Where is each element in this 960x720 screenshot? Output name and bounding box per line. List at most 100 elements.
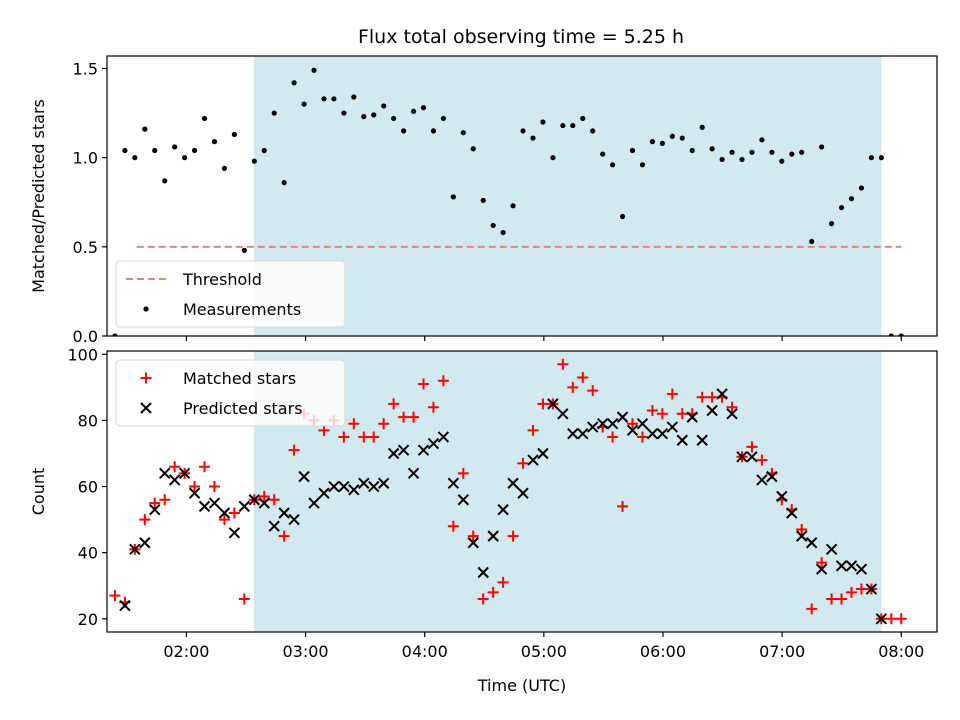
predicted-stars-point <box>656 427 669 440</box>
predicted-stars-point <box>387 447 400 460</box>
matched-stars-point <box>408 411 420 423</box>
measurement-point <box>470 146 476 152</box>
predicted-stars-point <box>825 543 838 556</box>
measurement-point <box>430 128 437 134</box>
measurement-point <box>231 131 237 138</box>
predicted-stars-point <box>626 424 639 437</box>
predicted-stars-point <box>805 537 818 549</box>
measurement-point <box>520 128 526 134</box>
matched-stars-point <box>527 424 539 436</box>
measurement-point <box>361 114 367 120</box>
predicted-stars-point <box>676 434 688 446</box>
measurement-point <box>709 146 715 152</box>
predicted-stars-point <box>557 408 569 420</box>
predicted-stars-point <box>338 480 350 493</box>
measurement-point <box>769 149 775 155</box>
predicted-stars-point <box>228 527 241 539</box>
predicted-stars-point <box>716 388 728 400</box>
measurement-point <box>291 80 297 86</box>
matched-stars-point <box>587 385 599 397</box>
predicted-stars-point <box>756 474 768 486</box>
predicted-stars-point <box>596 418 609 430</box>
top-series-0 <box>112 67 904 336</box>
bottom-axes-frame <box>106 350 938 633</box>
matched-stars-point <box>268 494 280 506</box>
measurement-point <box>510 203 516 209</box>
top-ytick-label: 1.5 <box>73 59 98 78</box>
matched-stars-point <box>816 557 828 569</box>
xtick-label: 08:00 <box>878 642 924 661</box>
predicted-stars-point <box>487 530 499 542</box>
matched-stars-point <box>567 381 579 393</box>
bottom-panel: 20 40 60 80 100 02:00 03:00 04:00 05:00 06:00 07:0… <box>29 345 938 695</box>
top-panel: 0.0 0.5 1.0 1.5 Matched/Predicted stars Thres… <box>29 55 938 346</box>
bottom-series-0 <box>109 358 907 625</box>
matched-stars-point <box>806 603 818 615</box>
bottom-series-1 <box>119 388 888 625</box>
matched-stars-point <box>636 431 648 443</box>
measurement-point <box>251 158 257 164</box>
predicted-stars-point <box>606 418 619 430</box>
matched-stars-point <box>139 514 151 526</box>
top-legend-label: Measurements <box>183 300 301 319</box>
matched-stars-point <box>288 444 300 456</box>
matched-stars-point <box>457 467 469 479</box>
measurement-point <box>182 155 188 161</box>
predicted-stars-point <box>815 563 828 575</box>
measurement-point <box>530 135 536 141</box>
measurement-point <box>410 108 417 114</box>
measurement-point <box>191 147 198 154</box>
measurement-point <box>281 180 287 186</box>
measurement-point <box>590 128 596 134</box>
matched-stars-point <box>756 454 768 466</box>
predicted-stars-point <box>477 566 489 579</box>
measurement-point <box>749 149 755 155</box>
predicted-stars-point <box>119 599 131 612</box>
legend-predicted-swatch <box>140 402 152 414</box>
measurement-point <box>729 149 735 155</box>
measurement-point <box>809 238 815 245</box>
predicted-stars-point <box>368 480 380 493</box>
matched-stars-point <box>278 530 290 542</box>
measurement-point <box>838 204 845 211</box>
predicted-stars-point <box>447 477 460 489</box>
predicted-stars-point <box>407 467 420 480</box>
predicted-stars-point <box>258 497 270 509</box>
measurement-point <box>739 156 745 163</box>
bottom-legend: Matched stars Predicted stars <box>115 359 346 427</box>
matched-stars-point <box>109 590 121 602</box>
top-legend: Threshold Measurements <box>115 260 346 328</box>
matched-stars-point <box>447 520 459 532</box>
predicted-stars-point <box>776 490 788 503</box>
predicted-stars-point <box>328 480 340 493</box>
top-ytick-label: 0.5 <box>73 238 98 257</box>
measurement-point <box>331 96 337 102</box>
measurement-point <box>221 165 228 171</box>
measurement-point <box>719 156 725 163</box>
matched-stars-point <box>497 576 509 588</box>
xtick-label: 02:00 <box>163 642 209 661</box>
predicted-stars-point <box>348 484 360 496</box>
predicted-stars-point <box>159 467 171 480</box>
measurement-point <box>132 155 138 161</box>
predicted-stars-point <box>646 427 659 440</box>
predicted-stars-point <box>497 503 509 516</box>
predicted-stars-point <box>835 560 848 572</box>
measurement-point <box>580 115 586 122</box>
predicted-stars-point <box>268 520 280 532</box>
matched-stars-point <box>646 405 658 417</box>
bottom-ylabel: Count <box>29 468 48 516</box>
measurement-point <box>649 139 656 145</box>
predicted-stars-point <box>636 418 649 430</box>
predicted-stars-point <box>318 487 330 499</box>
predicted-stars-point <box>766 470 778 483</box>
measurement-point <box>460 130 466 136</box>
measurement-point <box>878 155 884 161</box>
measurement-point <box>540 119 546 125</box>
predicted-stars-point <box>786 507 798 519</box>
measurement-point <box>500 229 506 236</box>
predicted-stars-point <box>417 444 430 456</box>
predicted-stars-point <box>397 444 410 456</box>
bottom-ytick-label: 20 <box>78 610 98 629</box>
measurement-point <box>201 115 208 122</box>
